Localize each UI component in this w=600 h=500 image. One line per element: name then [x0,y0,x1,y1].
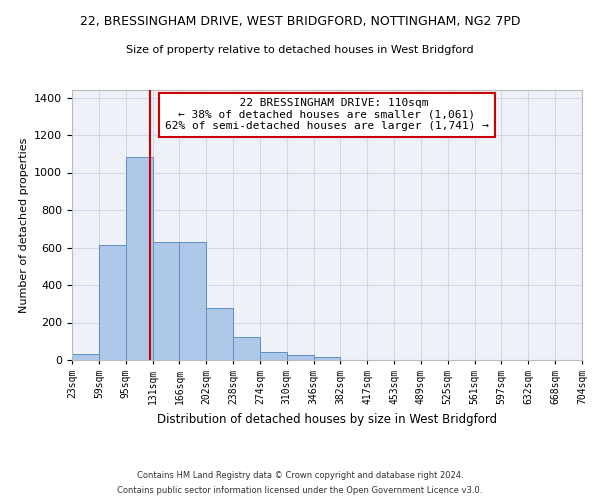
Bar [72,354,99,360]
Bar [260,352,287,360]
Text: Contains HM Land Registry data © Crown copyright and database right 2024.: Contains HM Land Registry data © Crown c… [137,471,463,480]
Text: Contains public sector information licensed under the Open Government Licence v3: Contains public sector information licen… [118,486,482,495]
Text: 22, BRESSINGHAM DRIVE, WEST BRIDGFORD, NOTTINGHAM, NG2 7PD: 22, BRESSINGHAM DRIVE, WEST BRIDGFORD, N… [80,15,520,28]
Bar [125,156,152,360]
Bar [206,308,233,360]
Bar [152,242,179,360]
Bar [314,357,340,360]
Text: Size of property relative to detached houses in West Bridgford: Size of property relative to detached ho… [126,45,474,55]
Y-axis label: Number of detached properties: Number of detached properties [19,138,29,312]
Bar [99,244,125,360]
Bar [233,336,260,360]
X-axis label: Distribution of detached houses by size in West Bridgford: Distribution of detached houses by size … [157,412,497,426]
Bar [179,242,206,360]
Text: 22 BRESSINGHAM DRIVE: 110sqm
← 38% of detached houses are smaller (1,061)
62% of: 22 BRESSINGHAM DRIVE: 110sqm ← 38% of de… [165,98,489,132]
Bar [287,356,314,360]
